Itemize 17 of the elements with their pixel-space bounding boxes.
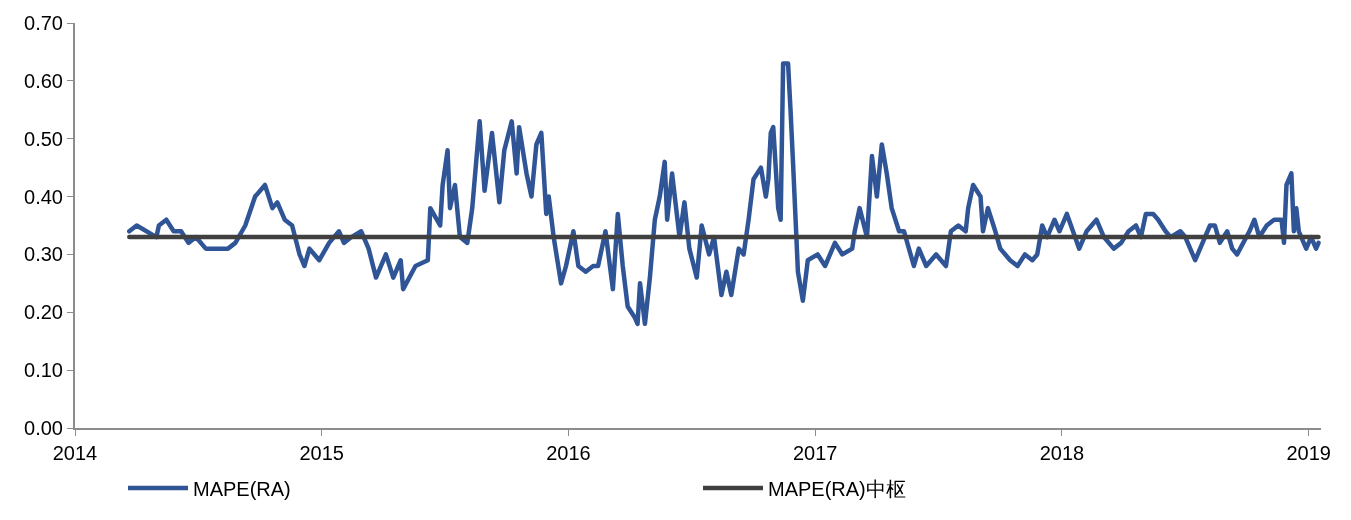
y-tick-label: 0.30 [24,243,63,266]
y-tick-label: 0.40 [24,185,63,208]
y-tick-label: 0.20 [24,301,63,324]
line-series [127,61,1321,327]
x-tick-label: 2018 [1039,442,1085,464]
y-tick-label: 0.70 [24,12,63,34]
legend-label: MAPE(RA)中枢 [768,477,906,500]
legend-label: MAPE(RA) [193,477,291,500]
y-tick-label: 0.00 [24,417,63,439]
x-tick-label: 2017 [792,442,838,464]
y-tick-label: 0.50 [24,127,63,150]
x-tick-label: 2015 [299,442,344,464]
y-tick-label: 0.10 [24,359,63,382]
x-tick-label: 2016 [546,442,591,464]
x-tick-label: 2019 [1286,442,1331,464]
y-tick-label: 0.60 [24,69,63,92]
x-tick-label: 2014 [52,442,98,464]
